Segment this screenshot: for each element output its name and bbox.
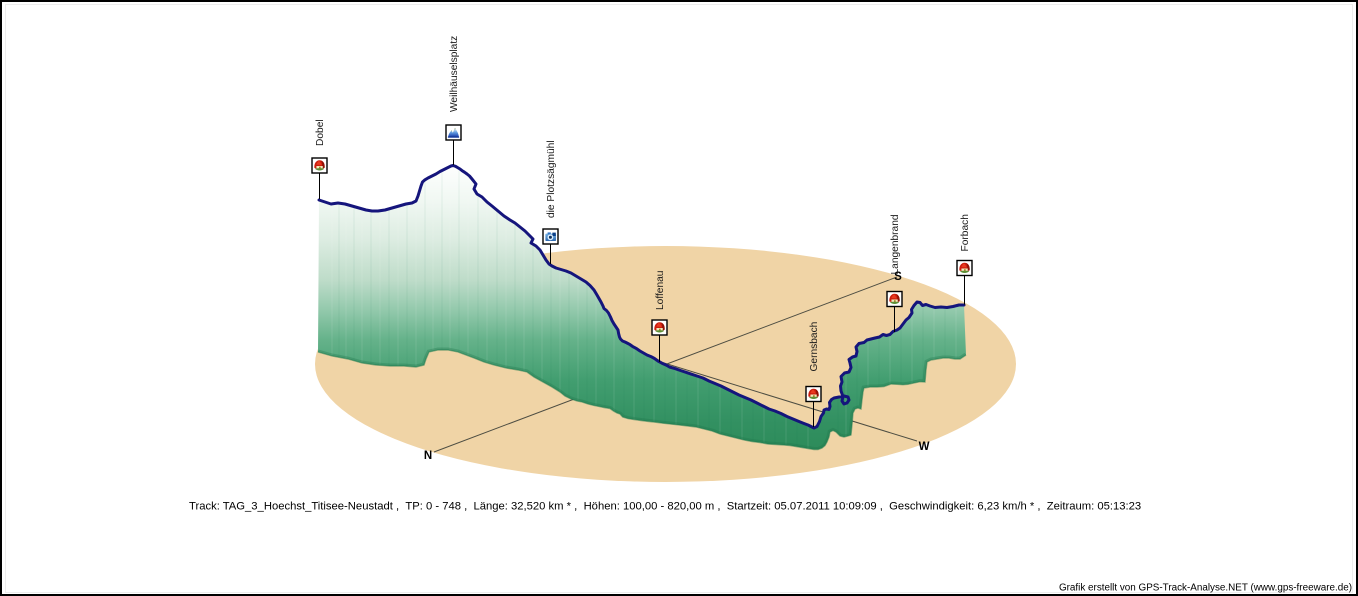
svg-text:die Plotzsägmühl: die Plotzsägmühl	[546, 140, 557, 218]
svg-text:Gernsbach: Gernsbach	[809, 322, 820, 372]
svg-text:Forbach: Forbach	[960, 214, 971, 251]
svg-text:Dobel: Dobel	[315, 119, 326, 146]
svg-text:Weilhäuselsplatz: Weilhäuselsplatz	[449, 36, 460, 112]
svg-text:Loffenau: Loffenau	[655, 271, 666, 310]
svg-text:Track: TAG_3_Hoechst_Titisee-N: Track: TAG_3_Hoechst_Titisee-Neustadt , …	[189, 501, 1141, 513]
svg-text:Langenbrand: Langenbrand	[890, 214, 901, 274]
svg-text:S: S	[894, 271, 902, 283]
svg-text:N: N	[424, 450, 432, 462]
svg-text:W: W	[919, 441, 930, 453]
svg-text:Grafik erstellt von GPS-Track-: Grafik erstellt von GPS-Track-Analyse.NE…	[1059, 583, 1352, 594]
